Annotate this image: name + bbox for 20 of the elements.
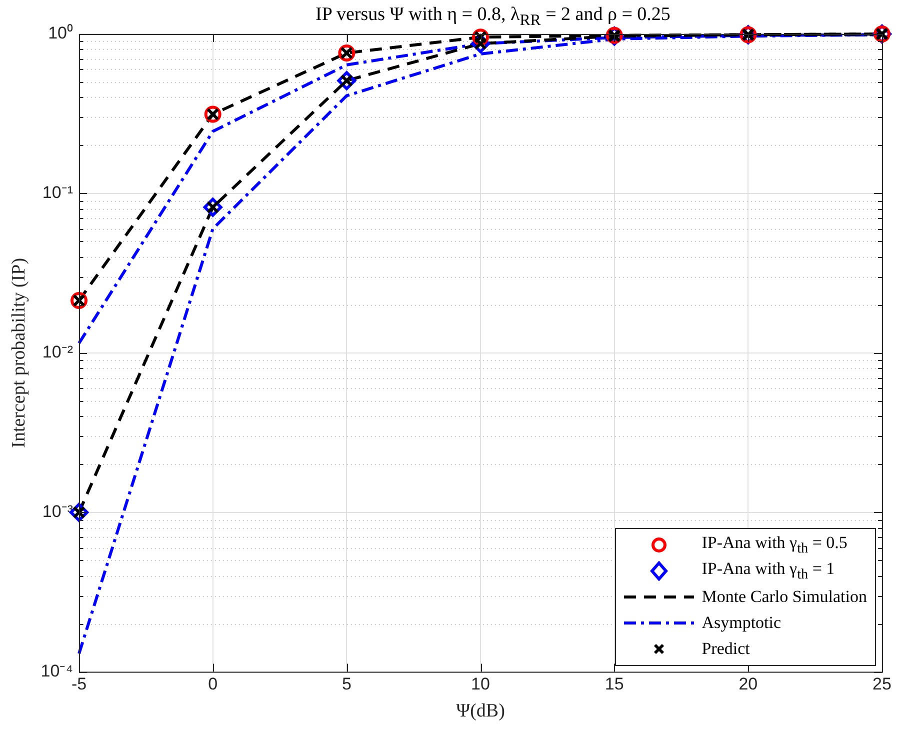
x-tick-label: 25 — [872, 674, 892, 694]
x-axis-title: Ψ(dB) — [456, 700, 505, 722]
y-tick-label: 10⁰ — [48, 24, 74, 43]
x-tick-label: 0 — [208, 674, 218, 694]
legend-label: Predict — [702, 638, 750, 659]
legend-label: Asymptotic — [702, 612, 782, 633]
y-axis-title: Intercept probability (IP) — [8, 258, 30, 448]
x-tick-label: 15 — [604, 674, 624, 694]
y-tick-label: 10⁻¹ — [42, 183, 74, 202]
y-tick-label: 10⁻² — [42, 342, 74, 362]
legend-label: IP-Ana with γ$_{th}$ = 1 — [702, 558, 835, 583]
x-tick-label: 10 — [471, 674, 490, 694]
x-tick-label: 20 — [738, 674, 758, 694]
x-tick-label: -5 — [71, 674, 87, 694]
legend-label: IP-Ana with γ$_{th}$ = 0.5 — [702, 532, 848, 557]
y-tick-label: 10⁻³ — [42, 502, 74, 522]
legend-label: Monte Carlo Simulation — [702, 586, 867, 607]
chart-title: IP versus Ψ with η = 0.8, λ$_{RR}$ = 2 and ρ = 0.25 — [314, 4, 672, 30]
x-tick-label: 5 — [342, 674, 352, 694]
y-tick-label: 10⁻⁴ — [40, 661, 74, 680]
